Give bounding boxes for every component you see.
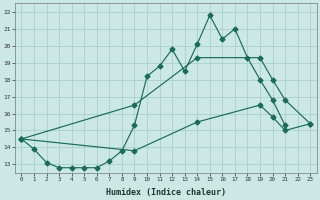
X-axis label: Humidex (Indice chaleur): Humidex (Indice chaleur) xyxy=(106,188,226,197)
